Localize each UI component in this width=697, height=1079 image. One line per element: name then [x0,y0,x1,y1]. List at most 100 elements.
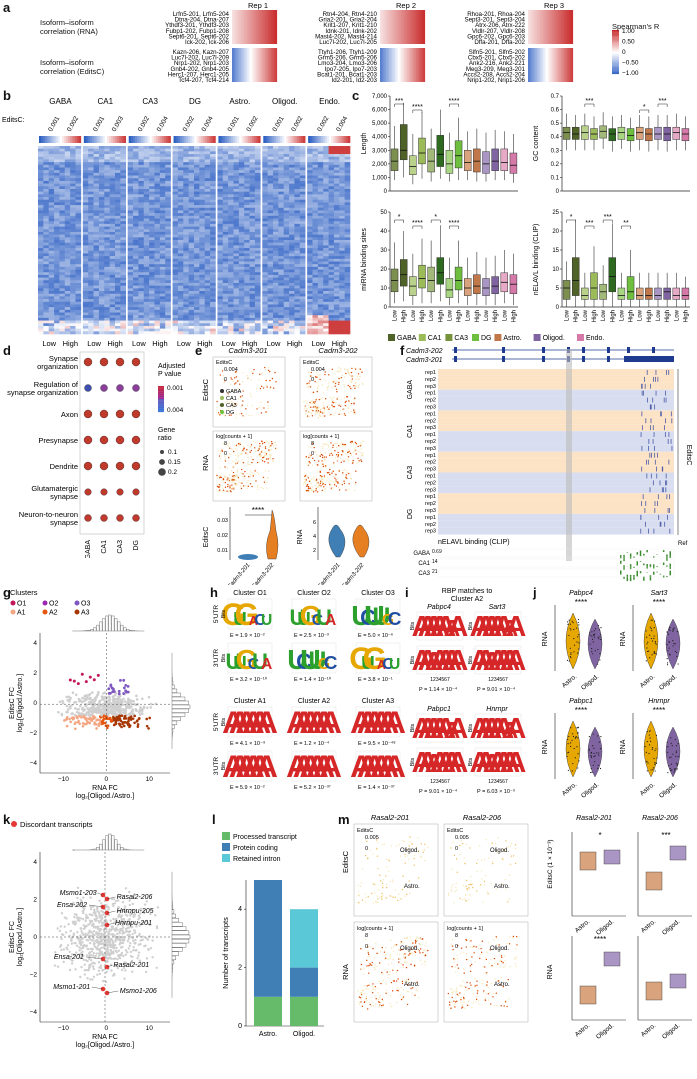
heat-cell [98,148,105,152]
heat-cell [217,266,224,270]
heat-cell [244,146,250,149]
heat-cell [312,331,319,335]
heat-cell [93,194,100,198]
heat-cell [249,256,256,260]
heat-cell [70,280,76,284]
heat-cell-rna [531,10,533,44]
heat-cell [149,213,155,217]
heat-cell [120,191,127,195]
heat-cell [48,312,55,316]
editsc-bar [329,136,332,143]
heat-cell [165,218,171,222]
editsc-bar [241,136,244,143]
heat-cell [194,245,200,249]
heat-cell [233,164,240,168]
heat-cell [115,183,121,187]
umap-point [250,395,252,398]
heat-cell [222,325,229,329]
heat-cell-editsc [408,48,411,82]
heat-cell [233,272,240,276]
heat-cell [188,197,195,201]
heat-cell [317,191,324,195]
heat-cell [262,215,268,219]
heat-cell [312,266,319,270]
heat-cell [278,210,285,214]
heat-cell [93,154,100,158]
heat-cell [38,258,44,262]
heat-cell [120,223,127,227]
heat-cell [133,250,139,254]
heat-cell [267,234,274,238]
heat-cell [177,245,184,249]
heat-cell [133,256,139,260]
heat-cell [238,183,245,187]
heat-cell [165,186,171,190]
heat-cell [289,210,295,214]
heat-cell [120,242,127,246]
heat-cell [339,248,345,252]
heat-cell [54,328,60,332]
umap-point [316,390,318,393]
heat-cell [188,223,195,227]
box [482,151,490,174]
umap-point [252,372,254,374]
heat-cell [54,226,60,230]
heat-cell [328,221,335,225]
heat-cell [289,299,295,303]
heat-cell [228,188,234,192]
group-label: Astro. [229,97,250,106]
heat-cell [273,205,279,209]
heat-cell [149,151,155,155]
heat-cell [210,282,216,286]
heat-cell [233,229,240,233]
heat-cell [333,285,340,289]
heat-cell [75,213,82,217]
heat-cell [344,164,351,168]
heat-cell [204,253,211,257]
heat-cell [159,282,166,286]
heat-cell [254,210,261,214]
heat-cell [339,148,345,152]
heat-cell-rna [387,10,390,44]
heat-cell [177,162,184,166]
heat-cell [104,199,110,203]
heat-cell [344,269,351,273]
heat-cell-editsc [272,48,275,82]
heat-cell [328,202,335,206]
heat-cell [82,320,89,324]
isoform-pair-rna: Rtn4-204, Rtn4-210 [323,11,378,18]
umap-point [308,385,310,387]
heat-cell [299,301,306,305]
heat-cell [222,221,229,225]
heat-cell [204,215,211,219]
heat-cell [199,317,206,321]
panel-c-boxplots: 01,0002,0003,0004,0005,0006,0007,000Leng… [361,94,690,342]
heat-cell [333,309,340,313]
heat-cell [138,282,145,286]
heat-cell [312,180,319,184]
heat-cell [75,229,82,233]
heat-cell [70,258,76,262]
heat-cell [204,317,211,321]
heat-cell [299,280,306,284]
heat-cell [54,205,60,209]
heat-cell [70,288,76,292]
heat-cell [238,186,245,190]
group-label: GABA [49,97,72,106]
heat-cell [82,215,89,219]
heat-cell [289,231,295,235]
heat-cell [278,315,285,319]
heat-cell [238,248,245,252]
umap-point [222,375,225,377]
heat-cell [127,272,134,276]
heat-cell [88,304,94,308]
umap-point [319,411,322,413]
heat-cell [70,307,76,311]
heat-cell [262,256,268,260]
heat-cell [48,317,55,321]
heat-cell [149,307,155,311]
heat-cell [183,215,189,219]
heat-cell [177,191,184,195]
heat-cell [228,293,234,297]
heat-cell [54,269,60,273]
